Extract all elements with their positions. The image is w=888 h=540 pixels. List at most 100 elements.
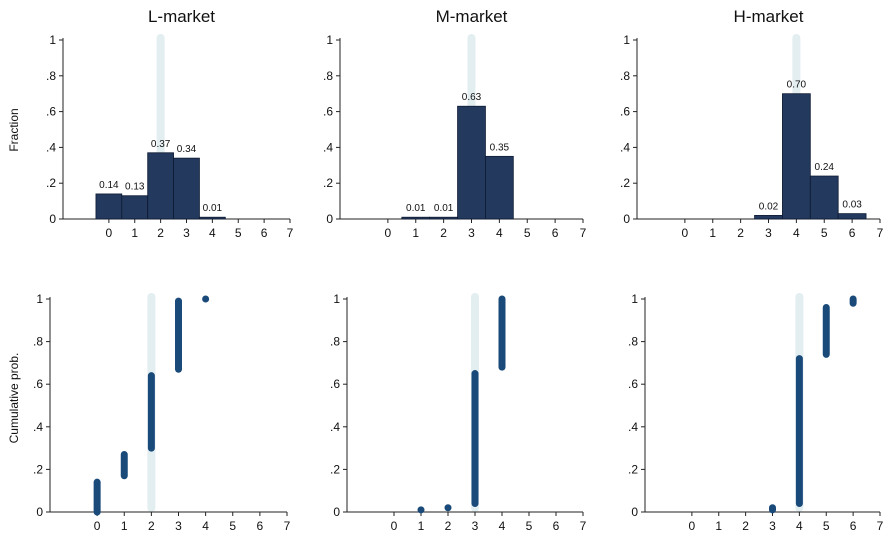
bar <box>173 157 200 220</box>
data-label: 0.13 <box>125 182 145 193</box>
y-tick-label: 0 <box>49 212 56 226</box>
x-tick-label: 6 <box>261 226 268 240</box>
y-tick-label: .8 <box>46 69 56 83</box>
data-label: 0.14 <box>99 180 119 191</box>
bar <box>429 216 458 220</box>
y-tick-label: .2 <box>46 176 56 190</box>
x-tick-label: 4 <box>796 519 803 533</box>
x-tick-label: 4 <box>209 226 216 240</box>
panel-1: L-market 0 .2 .4 .6 .8 1 0 1 2 3 4 5 6 7 0.14 0.13 0.37 0.… <box>46 7 294 240</box>
row-label-bottom: Cumulative prob. <box>7 353 21 444</box>
x-tick-label: 5 <box>229 519 236 533</box>
y-tick-label: .6 <box>323 105 333 119</box>
y-tick-label: .2 <box>620 176 630 190</box>
x-tick-label: 2 <box>737 226 744 240</box>
x-tick-label: 2 <box>440 226 447 240</box>
x-tick-label: 7 <box>877 226 884 240</box>
y-tick-label: .4 <box>620 140 630 154</box>
x-tick-label: 3 <box>769 519 776 533</box>
x-tick-label: 7 <box>580 519 587 533</box>
data-label: 0.01 <box>406 203 426 214</box>
x-tick-label: 1 <box>121 519 128 533</box>
bar <box>121 195 149 220</box>
x-tick-label: 7 <box>287 226 294 240</box>
data-label: 0.37 <box>151 139 171 150</box>
y-tick-label: .8 <box>628 335 638 349</box>
panel-3: H-market 0 .2 .4 .6 .8 1 0 1 2 3 4 5 6 7 0.02 0.70 0.24 0.… <box>620 7 884 240</box>
panel-6: 0 .2 .4 .6 .8 1 0 1 2 3 4 5 6 7 <box>628 292 884 533</box>
x-tick-label: 1 <box>709 226 716 240</box>
x-tick-label: 3 <box>183 226 190 240</box>
y-tick-label: 1 <box>333 292 340 306</box>
y-tick-label: .4 <box>330 420 340 434</box>
data-label: 0.35 <box>490 142 510 153</box>
x-tick-label: 7 <box>580 226 587 240</box>
bar <box>485 155 514 220</box>
y-tick-label: .8 <box>330 335 340 349</box>
x-tick-label: 5 <box>235 226 242 240</box>
y-tick-label: 1 <box>623 33 630 47</box>
data-label: 0.24 <box>815 162 835 173</box>
x-tick-label: 0 <box>689 519 696 533</box>
data-label: 0.63 <box>462 92 482 103</box>
x-tick-label: 4 <box>496 226 503 240</box>
x-tick-label: 7 <box>877 519 884 533</box>
data-label: 0.70 <box>787 80 807 91</box>
y-tick-label: .8 <box>620 69 630 83</box>
y-tick-label: 1 <box>326 33 333 47</box>
x-tick-label: 0 <box>682 226 689 240</box>
y-tick-label: 0 <box>623 212 630 226</box>
x-tick-label: 5 <box>524 226 531 240</box>
row-label-top: Fraction <box>7 108 21 151</box>
y-tick-label: .6 <box>620 105 630 119</box>
x-tick-label: 6 <box>552 226 559 240</box>
x-tick-label: 4 <box>499 519 506 533</box>
bar <box>809 175 839 220</box>
panel-2: M-market 0 .2 .4 .6 .8 1 0 1 2 3 4 5 6 7 0.01 0.01 0.63 0.… <box>323 7 587 240</box>
x-tick-label: 6 <box>553 519 560 533</box>
x-tick-label: 2 <box>157 226 164 240</box>
x-tick-label: 0 <box>106 226 113 240</box>
x-tick-label: 3 <box>468 226 475 240</box>
x-tick-label: 3 <box>472 519 479 533</box>
x-tick-label: 1 <box>715 519 722 533</box>
x-tick-label: 3 <box>175 519 182 533</box>
y-tick-label: 1 <box>36 292 43 306</box>
bar <box>457 105 486 220</box>
y-tick-label: .6 <box>33 377 43 391</box>
y-tick-label: .4 <box>46 140 56 154</box>
x-tick-label: 5 <box>821 226 828 240</box>
x-tick-label: 1 <box>131 226 138 240</box>
y-tick-label: 0 <box>333 505 340 519</box>
x-tick-label: 6 <box>257 519 264 533</box>
x-tick-label: 1 <box>412 226 419 240</box>
x-tick-label: 5 <box>526 519 533 533</box>
y-tick-label: 0 <box>631 505 638 519</box>
y-tick-label: .8 <box>33 335 43 349</box>
bar <box>95 193 123 220</box>
y-tick-label: .8 <box>323 69 333 83</box>
x-tick-label: 2 <box>742 519 749 533</box>
x-tick-label: 2 <box>445 519 452 533</box>
y-tick-label: .2 <box>33 462 43 476</box>
x-tick-label: 0 <box>94 519 101 533</box>
x-tick-label: 4 <box>793 226 800 240</box>
x-tick-label: 6 <box>850 519 857 533</box>
y-tick-label: .4 <box>33 420 43 434</box>
x-tick-label: 2 <box>148 519 155 533</box>
bar <box>401 216 431 220</box>
y-tick-label: .4 <box>628 420 638 434</box>
data-label: 0.01 <box>203 203 223 214</box>
x-tick-label: 7 <box>284 519 291 533</box>
x-tick-label: 0 <box>391 519 398 533</box>
panel-title: M-market <box>436 7 508 26</box>
y-tick-label: .6 <box>46 105 56 119</box>
x-tick-label: 5 <box>823 519 830 533</box>
data-label: 0.01 <box>434 203 454 214</box>
y-tick-label: 0 <box>36 505 43 519</box>
y-tick-label: .6 <box>628 377 638 391</box>
bar <box>754 215 783 220</box>
bar <box>147 152 174 220</box>
panel-5: 0 .2 .4 .6 .8 1 0 1 2 3 4 5 6 7 <box>330 292 587 533</box>
y-tick-label: 0 <box>326 212 333 226</box>
